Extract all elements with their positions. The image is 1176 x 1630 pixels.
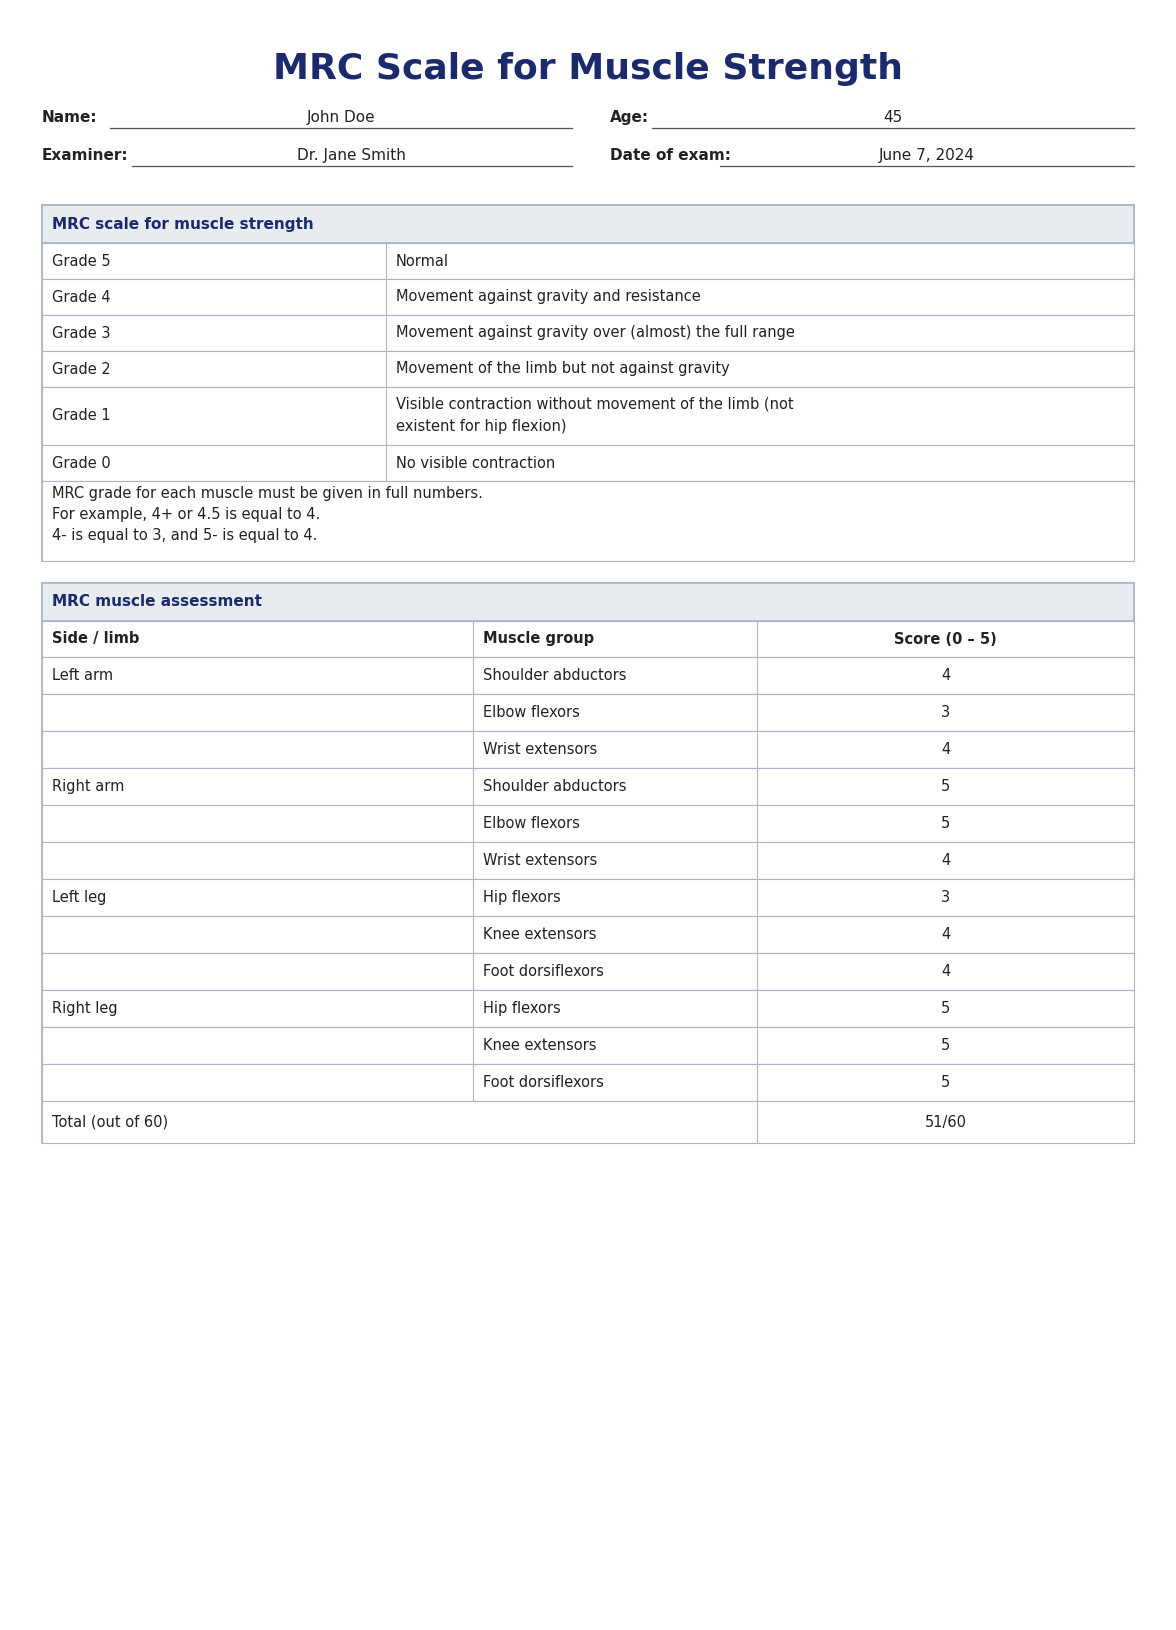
Text: 4: 4 — [941, 927, 950, 942]
Text: Age:: Age: — [610, 109, 649, 126]
Text: Date of exam:: Date of exam: — [610, 148, 730, 163]
Text: Left arm: Left arm — [52, 668, 113, 683]
Text: Left leg: Left leg — [52, 890, 106, 905]
Bar — [42, 205, 1134, 243]
Text: 5: 5 — [941, 779, 950, 794]
Bar — [42, 916, 1134, 954]
Bar — [42, 205, 1134, 561]
Bar — [42, 657, 1134, 694]
Bar — [42, 1064, 1134, 1100]
Text: 4: 4 — [941, 668, 950, 683]
Text: Wrist extensors: Wrist extensors — [483, 742, 597, 756]
Bar — [42, 350, 1134, 386]
Text: Hip flexors: Hip flexors — [483, 1001, 561, 1015]
Bar — [42, 1100, 1134, 1143]
Text: Foot dorsiflexors: Foot dorsiflexors — [483, 1076, 604, 1090]
Text: Hip flexors: Hip flexors — [483, 890, 561, 905]
Text: MRC scale for muscle strength: MRC scale for muscle strength — [52, 217, 314, 231]
Text: MRC muscle assessment: MRC muscle assessment — [52, 595, 262, 610]
Text: June 7, 2024: June 7, 2024 — [878, 148, 975, 163]
Text: Visible contraction without movement of the limb (not: Visible contraction without movement of … — [396, 396, 794, 412]
Text: Knee extensors: Knee extensors — [483, 927, 597, 942]
Bar — [42, 843, 1134, 879]
Text: Movement against gravity and resistance: Movement against gravity and resistance — [396, 290, 701, 305]
Text: Shoulder abductors: Shoulder abductors — [483, 668, 627, 683]
Text: MRC grade for each muscle must be given in full numbers.: MRC grade for each muscle must be given … — [52, 486, 483, 500]
Text: 3: 3 — [941, 706, 950, 720]
Text: 5: 5 — [941, 817, 950, 831]
Bar — [42, 243, 1134, 279]
Bar — [42, 481, 1134, 561]
Text: No visible contraction: No visible contraction — [396, 455, 555, 471]
Text: 5: 5 — [941, 1076, 950, 1090]
Bar — [42, 1027, 1134, 1064]
Text: Grade 5: Grade 5 — [52, 254, 111, 269]
Text: Normal: Normal — [396, 254, 449, 269]
Bar — [42, 584, 1134, 1143]
Bar — [42, 730, 1134, 768]
Bar — [42, 805, 1134, 843]
Bar — [42, 954, 1134, 989]
Bar — [42, 989, 1134, 1027]
Text: Movement of the limb but not against gravity: Movement of the limb but not against gra… — [396, 362, 730, 377]
Bar — [42, 694, 1134, 730]
Text: 51/60: 51/60 — [924, 1115, 967, 1130]
Text: Foot dorsiflexors: Foot dorsiflexors — [483, 963, 604, 980]
Text: 4- is equal to 3, and 5- is equal to 4.: 4- is equal to 3, and 5- is equal to 4. — [52, 528, 318, 543]
Bar — [42, 315, 1134, 350]
Bar — [42, 621, 1134, 657]
Text: Knee extensors: Knee extensors — [483, 1038, 597, 1053]
Text: Name:: Name: — [42, 109, 98, 126]
Bar — [42, 768, 1134, 805]
Bar — [42, 279, 1134, 315]
Text: Grade 4: Grade 4 — [52, 290, 111, 305]
Text: 5: 5 — [941, 1001, 950, 1015]
Text: Side / limb: Side / limb — [52, 631, 140, 647]
Text: Wrist extensors: Wrist extensors — [483, 852, 597, 869]
Text: 4: 4 — [941, 963, 950, 980]
Text: 4: 4 — [941, 852, 950, 869]
Text: For example, 4+ or 4.5 is equal to 4.: For example, 4+ or 4.5 is equal to 4. — [52, 507, 320, 522]
Text: Elbow flexors: Elbow flexors — [483, 706, 580, 720]
Bar — [42, 386, 1134, 445]
Text: 5: 5 — [941, 1038, 950, 1053]
Text: Grade 3: Grade 3 — [52, 326, 111, 341]
Text: Grade 2: Grade 2 — [52, 362, 111, 377]
Text: Shoulder abductors: Shoulder abductors — [483, 779, 627, 794]
Text: Total (out of 60): Total (out of 60) — [52, 1115, 168, 1130]
Text: Grade 1: Grade 1 — [52, 409, 111, 424]
Text: Examiner:: Examiner: — [42, 148, 128, 163]
Text: Right leg: Right leg — [52, 1001, 118, 1015]
Text: John Doe: John Doe — [307, 109, 375, 126]
Text: existent for hip flexion): existent for hip flexion) — [396, 419, 567, 434]
Bar — [42, 445, 1134, 481]
Text: Elbow flexors: Elbow flexors — [483, 817, 580, 831]
Text: 4: 4 — [941, 742, 950, 756]
Text: Muscle group: Muscle group — [483, 631, 594, 647]
Bar — [42, 584, 1134, 621]
Text: 45: 45 — [883, 109, 902, 126]
Text: Dr. Jane Smith: Dr. Jane Smith — [298, 148, 406, 163]
Text: Score (0 – 5): Score (0 – 5) — [894, 631, 997, 647]
Text: Movement against gravity over (almost) the full range: Movement against gravity over (almost) t… — [396, 326, 795, 341]
Bar — [42, 879, 1134, 916]
Text: Grade 0: Grade 0 — [52, 455, 111, 471]
Text: 3: 3 — [941, 890, 950, 905]
Text: Right arm: Right arm — [52, 779, 125, 794]
Text: MRC Scale for Muscle Strength: MRC Scale for Muscle Strength — [273, 52, 903, 86]
